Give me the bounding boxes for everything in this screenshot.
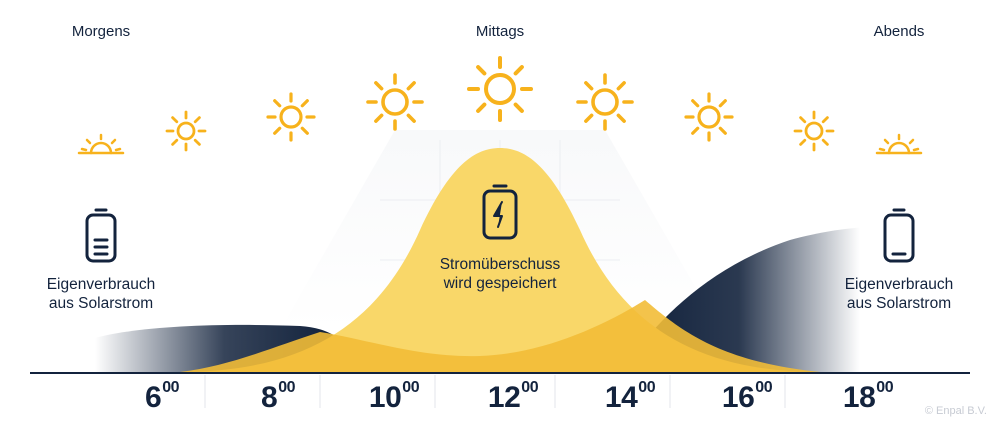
battery-icon — [85, 208, 117, 263]
time-label-10: 1000 — [368, 379, 420, 414]
copyright-notice: © Enpal B.V. — [924, 405, 987, 417]
left-description-line1: Eigenverbrauch — [46, 276, 156, 293]
left-description-line2: aus Solarstrom — [48, 295, 154, 312]
sunrise-icon — [77, 133, 125, 155]
sun-icon — [366, 73, 424, 131]
center-description: Stromüberschuss wird gespeichert — [440, 255, 561, 293]
self-consumption-area — [180, 300, 820, 372]
right-description-line1: Eigenverbrauch — [844, 276, 954, 293]
time-label-12: 1200 — [487, 379, 539, 414]
right-description-line2: aus Solarstrom — [846, 295, 952, 312]
time-label-8: 800 — [261, 379, 295, 414]
battery-icon — [883, 208, 915, 263]
label-evening: Abends — [873, 23, 925, 40]
label-noon: Mittags — [475, 23, 525, 40]
time-label-18: 1800 — [842, 379, 894, 414]
left-description: Eigenverbrauch aus Solarstrom — [47, 275, 156, 313]
sun-icon — [684, 92, 734, 142]
time-label-6: 600 — [145, 379, 179, 414]
sun-icon — [467, 56, 533, 122]
time-label-14: 1400 — [604, 379, 656, 414]
label-morning: Morgens — [71, 23, 131, 40]
sun-icon — [576, 73, 634, 131]
solar-production-curve — [180, 148, 820, 372]
sun-icon — [266, 92, 316, 142]
center-description-line1: Stromüberschuss — [439, 256, 561, 273]
time-label-16: 1600 — [721, 379, 773, 414]
sunset-icon — [875, 133, 923, 155]
right-description: Eigenverbrauch aus Solarstrom — [845, 275, 954, 313]
axis-ticks — [204, 375, 786, 408]
battery-charging-icon — [482, 184, 518, 240]
sun-icon — [793, 110, 835, 152]
sun-icon — [165, 110, 207, 152]
center-description-line2: wird gespeichert — [443, 275, 557, 292]
